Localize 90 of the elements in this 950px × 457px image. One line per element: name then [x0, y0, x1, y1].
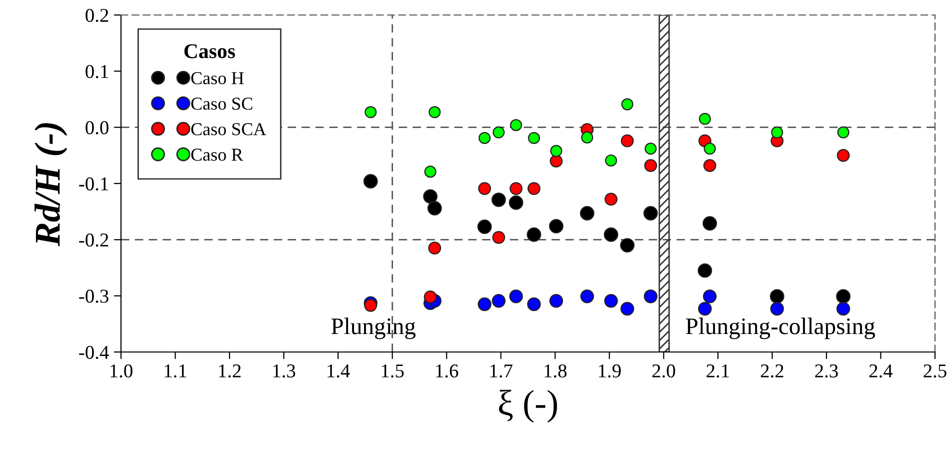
point: [620, 134, 634, 148]
point: [424, 290, 437, 304]
x-tick-label: 2.2: [760, 364, 784, 378]
y-tick-label: -0.1: [79, 177, 108, 191]
x-tick-label: 2.0: [652, 364, 676, 378]
x-tick-label: 1.5: [382, 364, 404, 378]
y-tick-label: -0.4: [79, 346, 109, 360]
point: [621, 98, 634, 110]
y-tick-label: -0.2: [79, 233, 108, 247]
x-tick-label: 1.8: [544, 364, 567, 378]
point: [836, 148, 850, 162]
y-axis-title: Rd/H (-): [34, 123, 68, 246]
point: [702, 290, 717, 304]
point: [478, 297, 492, 312]
x-tick-label: 2.4: [869, 364, 893, 378]
x-tick-label: 1.9: [598, 364, 621, 378]
point: [508, 195, 524, 210]
x-tick-label: 1.7: [490, 364, 512, 378]
point: [364, 106, 377, 118]
point: [492, 126, 505, 138]
y-tick-label: 0.1: [86, 64, 108, 78]
point: [604, 294, 618, 308]
point: [581, 131, 594, 144]
point: [423, 189, 438, 204]
point: [528, 132, 540, 144]
legend-label: Caso R: [191, 148, 244, 161]
point: [770, 302, 784, 316]
x-tick-label: 2.5: [924, 364, 946, 378]
x-tick-label: 1.0: [110, 364, 132, 378]
x-tick-label: 2.1: [706, 364, 729, 378]
point: [510, 119, 522, 132]
legend-label: Caso SCA: [191, 123, 266, 136]
point: [510, 182, 523, 196]
point: [492, 294, 506, 308]
point: [836, 289, 851, 304]
legend-title: Casos: [184, 44, 235, 58]
point: [644, 159, 658, 172]
point: [428, 106, 441, 118]
point: [424, 166, 436, 178]
x-tick-label: 1.6: [436, 364, 458, 378]
point: [704, 142, 716, 155]
x-axis-title: ξ (-): [498, 390, 558, 423]
point: [702, 216, 718, 231]
point: [427, 201, 442, 216]
point: [549, 218, 564, 234]
x-tick-label: 1.1: [164, 364, 186, 378]
x-tick-label: 1.3: [273, 364, 296, 378]
point: [837, 126, 850, 138]
point: [477, 220, 492, 234]
point: [644, 142, 657, 155]
point: [698, 263, 712, 278]
point: [363, 174, 378, 188]
point: [771, 126, 784, 138]
point: [491, 192, 506, 208]
legend-label: Caso H: [191, 72, 244, 84]
point: [428, 242, 442, 255]
point: [526, 227, 542, 242]
point: [620, 238, 635, 252]
point: [550, 154, 563, 168]
y-tick-label: 0.2: [86, 8, 108, 22]
point: [527, 297, 541, 312]
point: [549, 294, 564, 308]
point: [604, 227, 618, 242]
annotation: Plunging: [331, 318, 416, 340]
point: [643, 206, 658, 220]
point: [836, 302, 850, 316]
point: [528, 182, 540, 196]
point: [550, 144, 562, 157]
point: [703, 159, 716, 172]
point: [644, 290, 658, 304]
point: [605, 154, 618, 166]
legend-label: Caso SC: [191, 98, 252, 110]
x-tick-label: 2.3: [815, 364, 838, 378]
point: [492, 230, 506, 244]
point: [509, 290, 523, 304]
y-tick-label: 0.0: [86, 121, 108, 134]
point: [770, 289, 784, 304]
point: [580, 290, 594, 304]
point: [620, 302, 634, 316]
point: [604, 192, 618, 206]
point: [478, 182, 492, 196]
y-tick-label: -0.3: [79, 290, 108, 303]
point: [580, 206, 594, 220]
x-tick-label: 1.2: [219, 364, 241, 378]
annotation: Plunging-collapsing: [686, 318, 875, 340]
x-tick-label: 1.4: [328, 364, 350, 378]
point: [364, 298, 378, 312]
point: [698, 302, 712, 316]
point: [478, 132, 491, 144]
point: [698, 112, 711, 125]
